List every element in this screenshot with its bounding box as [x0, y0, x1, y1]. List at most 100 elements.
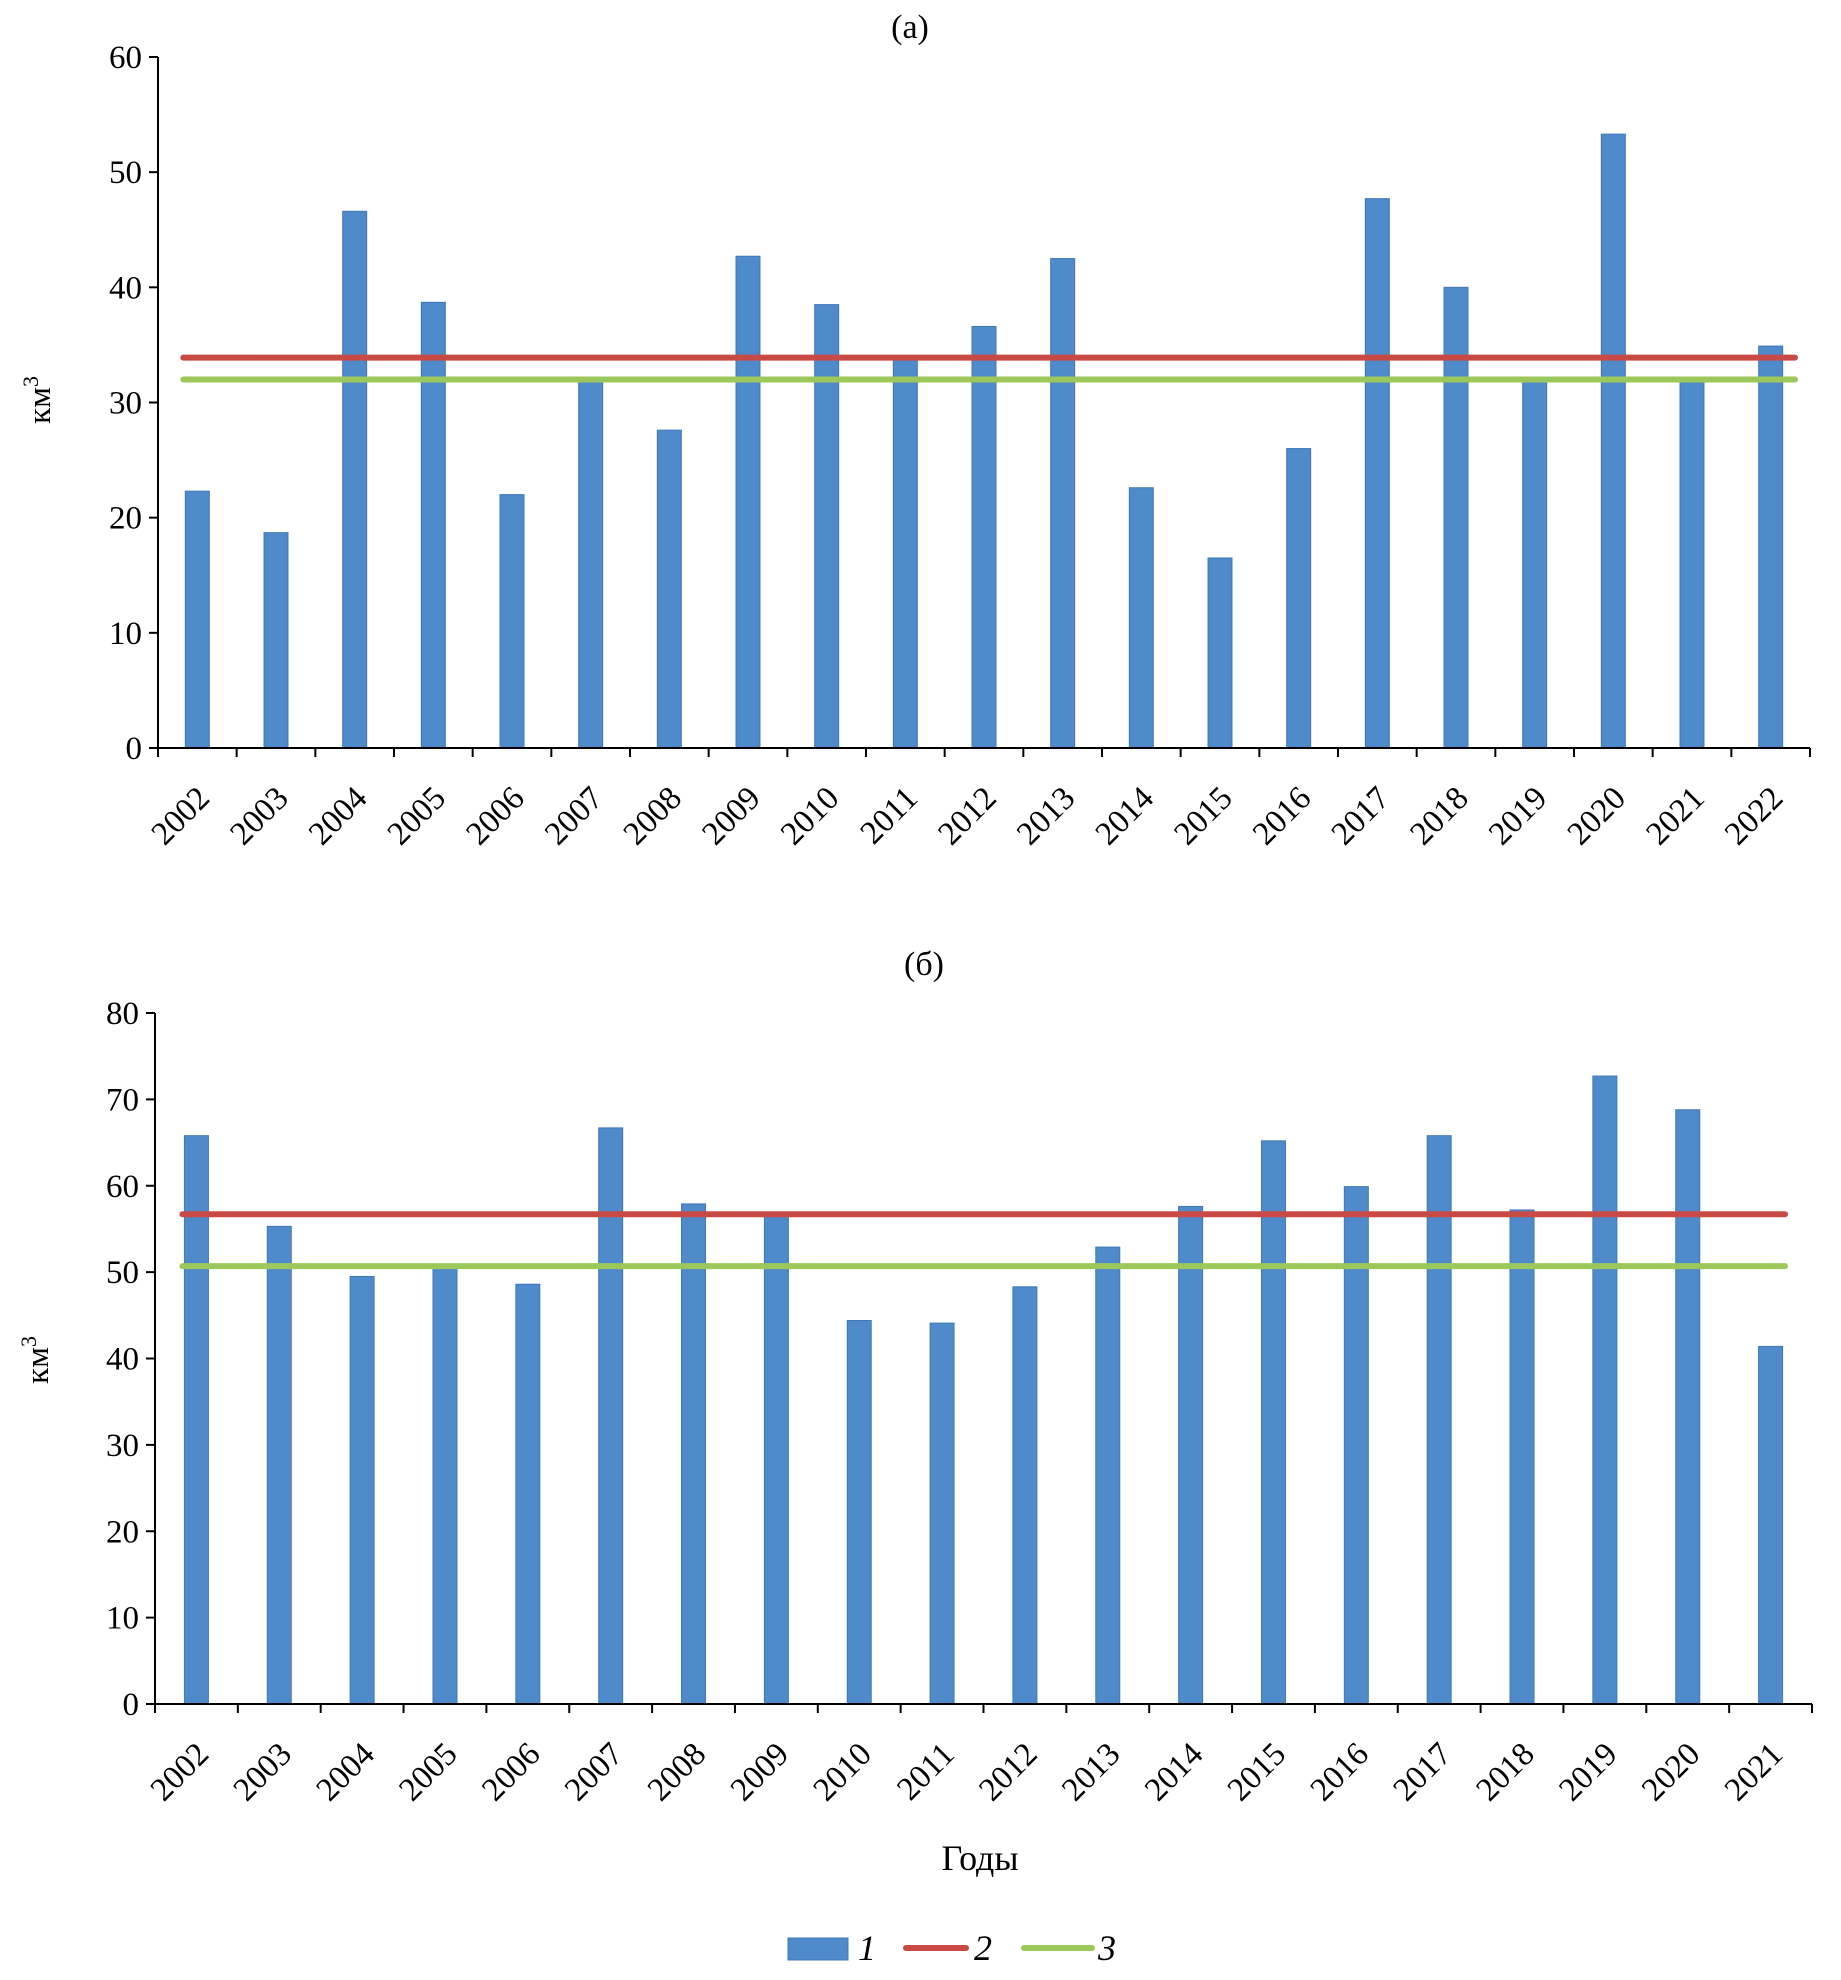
x-tick-label: 2013	[1055, 1736, 1127, 1808]
y-tick-label: 70	[106, 1082, 139, 1118]
y-tick-label: 10	[106, 1601, 139, 1637]
bar-2018	[1443, 286, 1469, 749]
x-tick-label: 2016	[1246, 780, 1318, 852]
legend-label-2: 2	[974, 1928, 992, 1968]
bar-2004	[349, 1275, 375, 1705]
bar-2006	[515, 1283, 541, 1705]
chart-title: (а)	[891, 9, 929, 46]
y-tick-label: 0	[123, 1687, 140, 1723]
x-tick-label: 2016	[1304, 1736, 1376, 1808]
x-tick-label: 2005	[381, 780, 453, 852]
x-tick-label: 2006	[460, 780, 532, 852]
x-tick-label: 2021	[1718, 1736, 1790, 1808]
x-tick-label: 2020	[1635, 1736, 1707, 1808]
x-tick-label: 2010	[774, 780, 846, 852]
bar-2020	[1675, 1109, 1701, 1705]
bar-2006	[499, 494, 525, 749]
x-tick-label: 2003	[227, 1736, 299, 1808]
bar-2008	[681, 1203, 707, 1705]
y-tick-label: 50	[106, 1255, 139, 1291]
bar-2014	[1178, 1205, 1204, 1705]
bar-2010	[846, 1319, 872, 1705]
bar-2009	[763, 1212, 789, 1705]
legend-label-1: 1	[858, 1928, 876, 1968]
bar-2008	[656, 429, 682, 749]
bar-2020	[1600, 133, 1626, 749]
bar-2018	[1509, 1209, 1535, 1705]
y-tick-label: 60	[109, 40, 142, 76]
bar-2009	[735, 255, 761, 749]
bar-2019	[1592, 1075, 1618, 1705]
bar-2005	[420, 301, 446, 749]
x-tick-label: 2009	[724, 1736, 796, 1808]
x-tick-label: 2019	[1552, 1736, 1624, 1808]
x-tick-label: 2004	[310, 1736, 382, 1808]
bar-2002	[183, 1135, 209, 1705]
x-axis-label: Годы	[941, 1838, 1018, 1878]
x-tick-label: 2020	[1561, 780, 1633, 852]
x-tick-label: 2017	[1387, 1736, 1459, 1808]
legend-label-3: 3	[1097, 1928, 1116, 1968]
x-tick-label: 2009	[696, 780, 768, 852]
x-tick-label: 2021	[1640, 780, 1712, 852]
bar-2015	[1207, 557, 1233, 749]
x-tick-label: 2002	[144, 1736, 216, 1808]
y-tick-label: 0	[126, 731, 143, 767]
y-tick-label: 40	[106, 1342, 139, 1378]
bar-2011	[929, 1322, 955, 1705]
bar-2017	[1364, 198, 1390, 749]
bar-2003	[266, 1225, 292, 1705]
x-tick-label: 2007	[538, 780, 610, 852]
legend: 1 2 3	[787, 1928, 1116, 1968]
y-axis-label: км3	[16, 1336, 56, 1384]
bar-2022	[1758, 345, 1784, 749]
bar-2019	[1522, 378, 1548, 749]
bar-2017	[1426, 1135, 1452, 1705]
x-tick-label: 2003	[224, 780, 296, 852]
bar-2012	[1012, 1286, 1038, 1705]
bar-2002	[184, 490, 210, 749]
x-tick-label: 2013	[1010, 780, 1082, 852]
y-tick-label: 40	[109, 270, 142, 306]
x-tick-label: 2008	[617, 780, 689, 852]
x-tick-label: 2014	[1089, 780, 1161, 852]
y-tick-label: 20	[109, 501, 142, 537]
chart-title: (б)	[904, 946, 944, 983]
bar-2013	[1050, 258, 1076, 749]
x-tick-label: 2019	[1482, 780, 1554, 852]
x-tick-label: 2015	[1168, 780, 1240, 852]
x-tick-label: 2010	[807, 1736, 879, 1808]
bar-2007	[598, 1127, 624, 1705]
bar-2014	[1128, 487, 1154, 749]
x-tick-label: 2018	[1470, 1736, 1542, 1808]
x-tick-label: 2002	[145, 780, 217, 852]
bar-2007	[578, 378, 604, 749]
legend-swatch-bar	[787, 1937, 849, 1961]
y-axis-label: км3	[18, 376, 58, 424]
bar-2012	[971, 325, 997, 749]
bar-2013	[1095, 1246, 1121, 1705]
x-tick-label: 2014	[1138, 1736, 1210, 1808]
bar-2021	[1679, 378, 1705, 749]
x-tick-label: 2012	[972, 1736, 1044, 1808]
bar-2016	[1286, 448, 1312, 749]
bar-2004	[342, 210, 368, 749]
y-tick-label: 50	[109, 155, 142, 191]
bar-2003	[263, 532, 289, 749]
bar-2021	[1758, 1345, 1784, 1705]
bar-2015	[1260, 1140, 1286, 1705]
x-tick-label: 2008	[641, 1736, 713, 1808]
x-tick-label: 2007	[558, 1736, 630, 1808]
bar-2005	[432, 1266, 458, 1705]
y-tick-label: 10	[109, 616, 142, 652]
x-tick-label: 2005	[393, 1736, 465, 1808]
x-tick-label: 2018	[1404, 780, 1476, 852]
x-tick-label: 2011	[890, 1736, 961, 1807]
y-tick-label: 20	[106, 1514, 139, 1550]
y-tick-label: 30	[106, 1428, 139, 1464]
x-tick-label: 2004	[302, 780, 374, 852]
x-tick-label: 2022	[1718, 780, 1790, 852]
y-tick-label: 60	[106, 1169, 139, 1205]
x-tick-label: 2015	[1221, 1736, 1293, 1808]
